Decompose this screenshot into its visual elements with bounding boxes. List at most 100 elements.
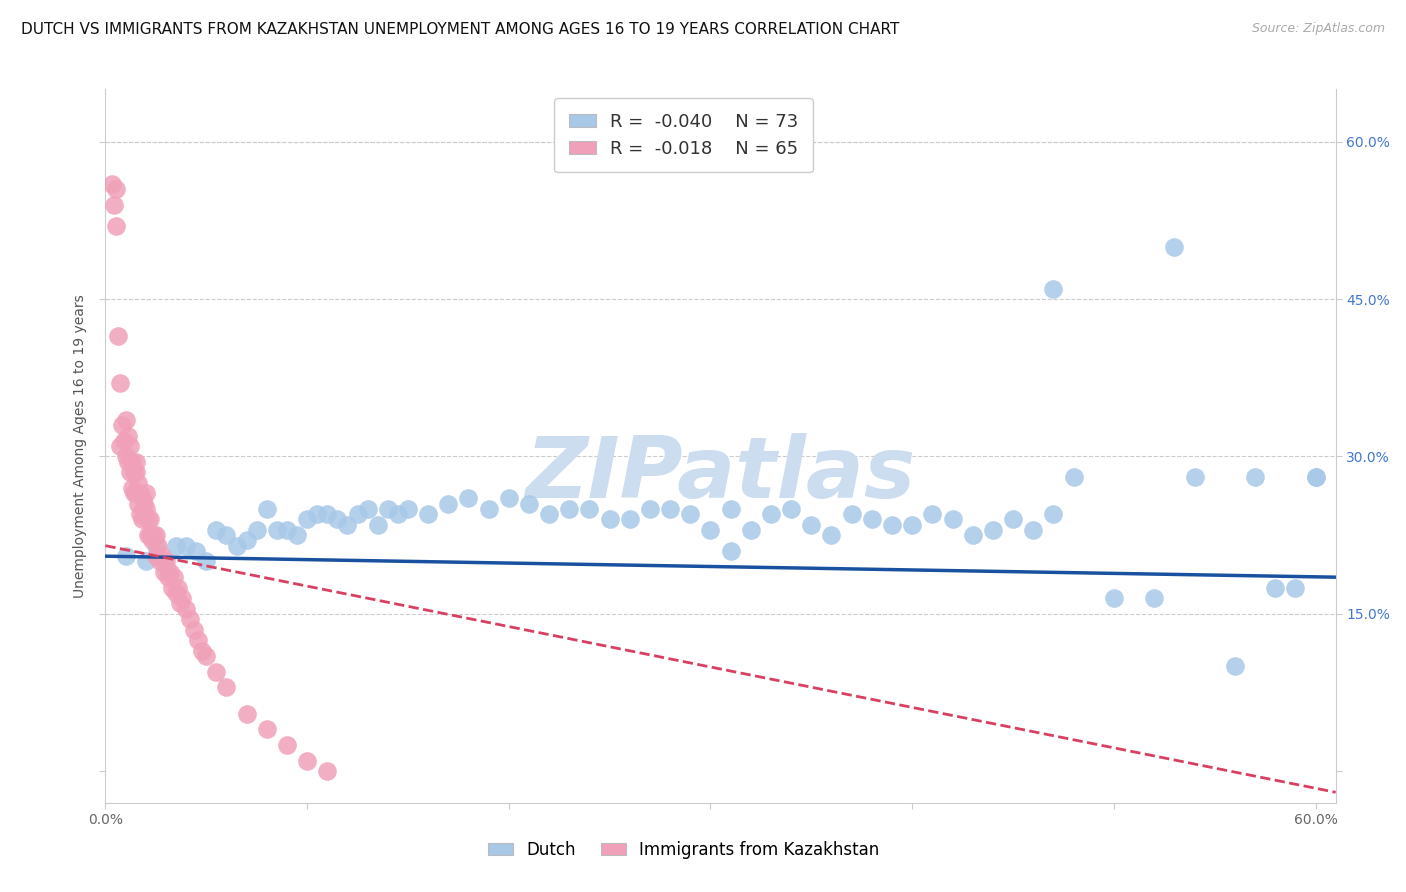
Point [285, 528, 308, 542]
Point [820, 528, 842, 542]
Point [121, 481, 143, 495]
Point [1305, 470, 1327, 484]
Point [437, 497, 460, 511]
Point [125, 455, 148, 469]
Point [225, 539, 247, 553]
Point [720, 544, 742, 558]
Point [160, 581, 183, 595]
Point [131, 512, 153, 526]
Point [1163, 239, 1185, 253]
Point [367, 517, 389, 532]
Point [191, 643, 214, 657]
Point [1143, 591, 1166, 606]
Point [517, 497, 540, 511]
Point [103, 197, 125, 211]
Point [135, 486, 157, 500]
Point [117, 455, 139, 469]
Point [122, 465, 145, 479]
Point [135, 554, 157, 568]
Point [159, 565, 181, 579]
Point [153, 565, 176, 579]
Point [780, 502, 803, 516]
Text: DUTCH VS IMMIGRANTS FROM KAZAKHSTAN UNEMPLOYMENT AMONG AGES 16 TO 19 YEARS CORRE: DUTCH VS IMMIGRANTS FROM KAZAKHSTAN UNEM… [21, 22, 900, 37]
Point [195, 648, 218, 663]
Point [800, 517, 823, 532]
Point [578, 502, 600, 516]
Point [396, 502, 419, 516]
Point [346, 507, 368, 521]
Point [377, 502, 399, 516]
Point [316, 507, 339, 521]
Point [538, 507, 561, 521]
Point [131, 491, 153, 506]
Point [266, 523, 288, 537]
Point [128, 507, 150, 521]
Point [183, 623, 205, 637]
Point [478, 502, 501, 516]
Point [104, 182, 127, 196]
Point [121, 455, 143, 469]
Point [127, 475, 149, 490]
Point [169, 596, 191, 610]
Point [172, 591, 194, 606]
Point [418, 507, 440, 521]
Point [142, 528, 165, 542]
Point [901, 517, 924, 532]
Point [155, 554, 177, 568]
Legend: Dutch, Immigrants from Kazakhstan: Dutch, Immigrants from Kazakhstan [481, 835, 886, 866]
Point [1244, 470, 1267, 484]
Point [167, 581, 190, 595]
Point [498, 491, 520, 506]
Point [125, 465, 148, 479]
Point [981, 523, 1004, 537]
Point [122, 486, 145, 500]
Point [246, 523, 269, 537]
Point [860, 512, 883, 526]
Point [195, 554, 218, 568]
Point [276, 738, 298, 752]
Point [108, 376, 131, 390]
Point [114, 549, 136, 564]
Point [145, 549, 167, 564]
Point [1001, 512, 1024, 526]
Point [558, 502, 581, 516]
Point [139, 512, 162, 526]
Point [921, 507, 943, 521]
Point [336, 517, 359, 532]
Point [759, 507, 782, 521]
Point [740, 523, 762, 537]
Point [186, 544, 208, 558]
Point [619, 512, 641, 526]
Point [155, 559, 177, 574]
Point [114, 413, 136, 427]
Point [110, 417, 132, 432]
Point [638, 502, 661, 516]
Point [326, 512, 349, 526]
Point [699, 523, 721, 537]
Point [114, 450, 136, 464]
Point [141, 533, 163, 548]
Point [136, 528, 159, 542]
Point [104, 219, 127, 233]
Point [962, 528, 984, 542]
Point [136, 512, 159, 526]
Point [174, 601, 197, 615]
Point [880, 517, 903, 532]
Point [118, 439, 141, 453]
Y-axis label: Unemployment Among Ages 16 to 19 years: Unemployment Among Ages 16 to 19 years [73, 294, 87, 598]
Point [112, 434, 135, 448]
Text: ZIPatlas: ZIPatlas [526, 433, 915, 516]
Point [356, 502, 378, 516]
Point [150, 549, 173, 564]
Point [205, 665, 228, 679]
Point [125, 486, 148, 500]
Point [1042, 282, 1064, 296]
Point [256, 502, 278, 516]
Point [1264, 581, 1286, 595]
Point [135, 502, 157, 516]
Point [295, 754, 318, 768]
Point [235, 533, 257, 548]
Text: Source: ZipAtlas.com: Source: ZipAtlas.com [1251, 22, 1385, 36]
Point [205, 523, 228, 537]
Point [1042, 507, 1064, 521]
